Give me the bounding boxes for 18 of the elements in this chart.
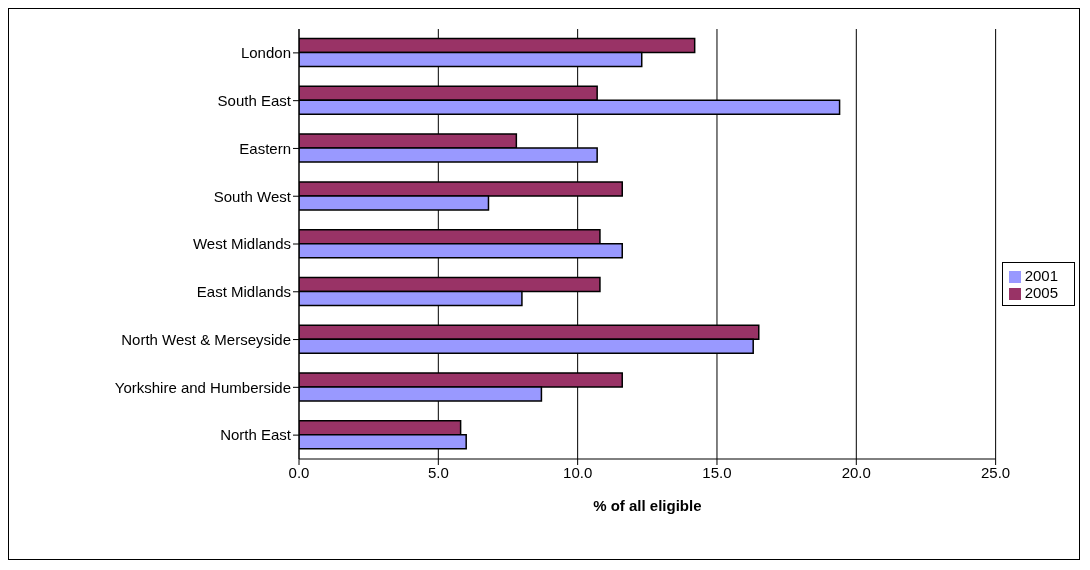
y-tick-label: North West & Merseyside <box>121 330 291 348</box>
legend-label: 2001 <box>1024 267 1058 284</box>
y-tick-label: North East <box>220 426 292 444</box>
x-tick-label: 10.0 <box>563 463 593 481</box>
y-tick-label: South West <box>213 187 292 205</box>
legend-label: 2005 <box>1024 284 1058 301</box>
x-tick-label: 15.0 <box>702 463 732 481</box>
y-tick-label: South East <box>217 91 292 109</box>
y-tick-label: East Midlands <box>196 283 291 301</box>
x-axis-title: % of all eligible <box>593 497 702 514</box>
x-tick-label: 25.0 <box>981 463 1011 481</box>
y-tick-label: West Midlands <box>192 235 291 253</box>
x-tick-label: 0.0 <box>288 463 310 481</box>
x-tick-label: 20.0 <box>841 463 871 481</box>
y-tick-label: London <box>240 44 291 62</box>
x-tick-label: 5.0 <box>427 463 449 481</box>
y-tick-label: Yorkshire and Humberside <box>114 378 291 396</box>
y-tick-label: Eastern <box>239 139 291 157</box>
